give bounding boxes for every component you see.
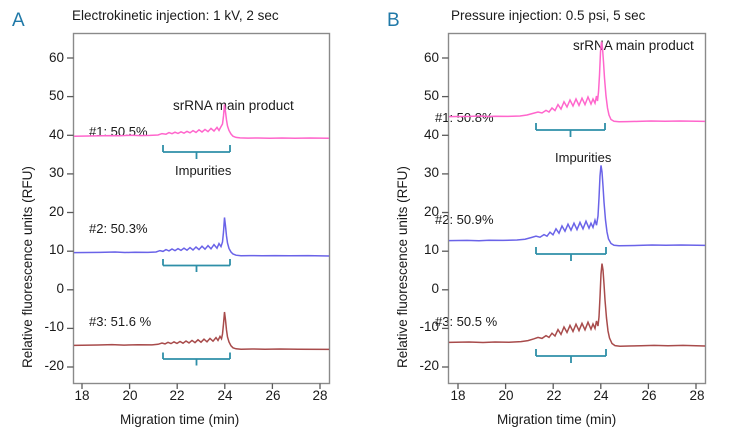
panel-b-ytick-40: 40: [423, 127, 439, 142]
panel-a-ytick-50: 50: [48, 88, 64, 103]
panel-b-plot: [442, 32, 707, 389]
panel-b-ytick-neg20: -20: [419, 358, 439, 373]
panel-b-xtick-22: 22: [546, 388, 562, 403]
panel-a-ytick-10: 10: [48, 242, 64, 257]
panel-b-bracket-1: [535, 123, 606, 137]
panel-a-letter: A: [12, 10, 25, 31]
panel-b-ytick-60: 60: [423, 50, 439, 65]
panel-b-xtick-18: 18: [450, 388, 466, 403]
panel-a-xtick-24: 24: [217, 388, 233, 403]
panel-b-trace-1-label: #1: 50.8%: [435, 110, 494, 125]
panel-b-ytick-10: 10: [423, 242, 439, 257]
panel-b-ytick-neg10: -10: [419, 319, 439, 334]
panel-b-xtick-24: 24: [593, 388, 609, 403]
panel-b-ytick-20: 20: [423, 204, 439, 219]
panel-a-ytick-30: 30: [48, 165, 64, 180]
panel-a-xtick-26: 26: [265, 388, 281, 403]
panel-b-xlabel: Migration time (min): [497, 412, 617, 427]
panel-b-trace-3-label: #3: 50.5 %: [435, 314, 498, 329]
panel-a-xtick-28: 28: [312, 388, 328, 403]
panel-b-trace-2-label: #2: 50.9%: [435, 212, 494, 227]
panel-b-bracket-3: [535, 349, 607, 363]
panel-b-title: Pressure injection: 0.5 psi, 5 sec: [451, 8, 646, 23]
panel-a-ytick-neg20: -20: [44, 358, 64, 373]
panel-a-plot: [67, 32, 331, 389]
panel-b-letter: B: [387, 10, 400, 31]
panel-a-trace-3-label: #3: 51.6 %: [89, 314, 152, 329]
panel-a-bracket-3: [162, 352, 231, 366]
panel-a-xtick-20: 20: [122, 388, 138, 403]
panel-b-xtick-marks: [457, 383, 697, 389]
panel-b-xtick-20: 20: [498, 388, 514, 403]
panel-a-xtick-18: 18: [74, 388, 90, 403]
panel-a-ytick-neg10: -10: [44, 319, 64, 334]
panel-b-ytick-0: 0: [431, 281, 439, 296]
panel-a-trace-3: [73, 311, 330, 351]
panel-a-ytick-0: 0: [56, 281, 64, 296]
panel-a-trace-2-label: #2: 50.3%: [89, 221, 148, 236]
panel-b-bracket-2: [535, 247, 607, 261]
panel-b-ytick-marks: [442, 57, 449, 368]
panel-b-trace-1: [448, 41, 706, 123]
panel-a-ytick-40: 40: [48, 127, 64, 142]
panel-b-trace-2: [448, 165, 706, 247]
panel-a-axes-frame: [72, 32, 331, 385]
panel-b-trace-3: [448, 263, 706, 347]
panel-b-ytick-30: 30: [423, 165, 439, 180]
panel-a-impurities-label: Impurities: [175, 163, 232, 178]
panel-a-ytick-marks: [67, 57, 74, 368]
panel-b-ytick-50: 50: [423, 88, 439, 103]
panel-a-bracket-1: [162, 145, 231, 159]
panel-b-xtick-28: 28: [689, 388, 705, 403]
panel-a-xtick-marks: [81, 383, 321, 389]
panel-b-impurities-label: Impurities: [555, 150, 612, 165]
panel-a-trace-2: [73, 217, 330, 257]
panel-a-bracket-2: [162, 259, 231, 272]
panel-a-title: Electrokinetic injection: 1 kV, 2 sec: [72, 8, 279, 23]
panel-a-xlabel: Migration time (min): [120, 412, 240, 427]
panel-a-xtick-22: 22: [169, 388, 185, 403]
panel-a-trace-1: [73, 104, 330, 139]
panel-a-ytick-60: 60: [48, 50, 64, 65]
panel-a: A Electrokinetic injection: 1 kV, 2 sec …: [12, 8, 331, 427]
panel-b: B Pressure injection: 0.5 psi, 5 sec Rel…: [375, 0, 750, 442]
panel-a-main-peak-label: srRNA main product: [173, 98, 294, 113]
panel-b-axes-frame: [447, 32, 707, 385]
panel-a-ytick-20: 20: [48, 204, 64, 219]
panel-b-xtick-26: 26: [641, 388, 657, 403]
